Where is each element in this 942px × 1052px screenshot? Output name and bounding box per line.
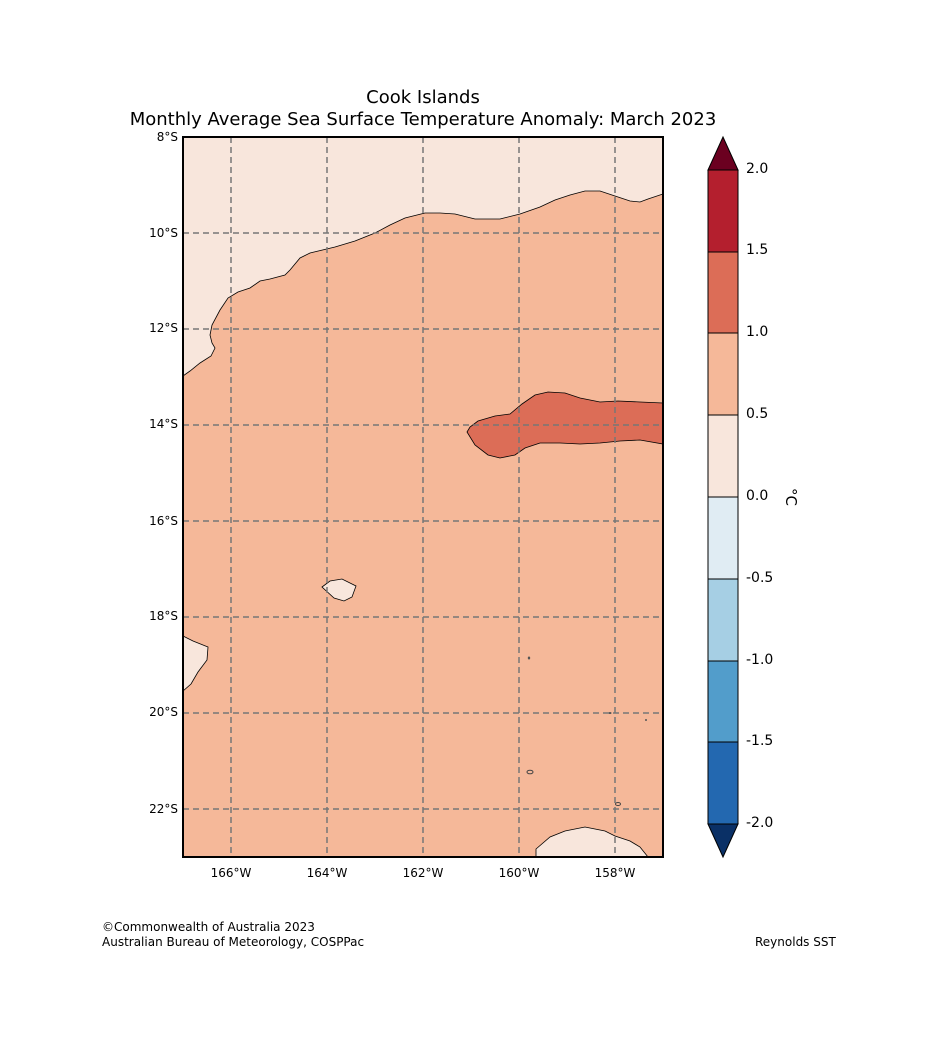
island-dot: [645, 719, 647, 721]
lat-label: 12°S: [149, 321, 178, 335]
colorbar-tick-label: 0.5: [746, 406, 769, 422]
colorbar-tick-label: -0.5: [746, 570, 774, 586]
lat-label: 16°S: [149, 514, 178, 528]
region-south-patch: [535, 826, 649, 858]
colorbar-segment: [708, 742, 738, 824]
colorbar-segment: [708, 170, 738, 252]
data-source-text: Reynolds SST: [755, 935, 836, 949]
colorbar-tick-label: 0.0: [746, 488, 769, 504]
region-island-central: [321, 578, 357, 602]
agency-text: Australian Bureau of Meteorology, COSPPa…: [102, 935, 365, 949]
island-dot: [608, 712, 612, 714]
lat-label: 18°S: [149, 609, 178, 623]
lat-label: 14°S: [149, 417, 178, 431]
map-subtitle: Monthly Average Sea Surface Temperature …: [129, 109, 717, 130]
lon-label: 162°W: [402, 866, 444, 880]
lon-label: 164°W: [306, 866, 348, 880]
colorbar-segment: [708, 579, 738, 661]
colorbar-tick-label: 1.5: [746, 242, 769, 258]
island-dot: [615, 802, 621, 806]
map-frame: [182, 136, 664, 858]
lat-label: 10°S: [149, 226, 178, 240]
gridlines: [183, 137, 663, 857]
lon-label: 166°W: [210, 866, 252, 880]
lon-label: 158°W: [594, 866, 636, 880]
colorbar-segment: [708, 333, 738, 415]
lat-label: 8°S: [156, 130, 178, 144]
region-north-cool: [182, 136, 664, 377]
island-dot: [527, 656, 531, 660]
colorbar-unit-label: °C: [781, 488, 800, 506]
colorbar-tick-label: -1.5: [746, 733, 774, 749]
colorbar-segment: [708, 497, 738, 579]
colorbar-tick-label: 1.0: [746, 324, 769, 340]
region-west-patch: [182, 635, 209, 692]
map-title: Cook Islands: [366, 87, 480, 108]
colorbar-segment: [708, 252, 738, 333]
colorbar-segment: [708, 661, 738, 742]
colorbar-tick-label: -2.0: [746, 815, 774, 831]
colorbar-segment: [708, 415, 738, 497]
lat-label: 20°S: [149, 705, 178, 719]
colorbar-dividers: [708, 251, 738, 743]
lat-label: 22°S: [149, 802, 178, 816]
lon-label: 160°W: [498, 866, 540, 880]
copyright-text: ©Commonwealth of Australia 2023: [102, 920, 315, 934]
colorbar-tick-label: -1.0: [746, 652, 774, 668]
colorbar-under-arrow: [707, 823, 739, 859]
colorbar: [707, 135, 739, 859]
colorbar-tick-label: 2.0: [746, 161, 769, 177]
island-dot: [526, 769, 534, 775]
map-panel: [182, 136, 664, 858]
colorbar-over-arrow: [707, 135, 739, 171]
